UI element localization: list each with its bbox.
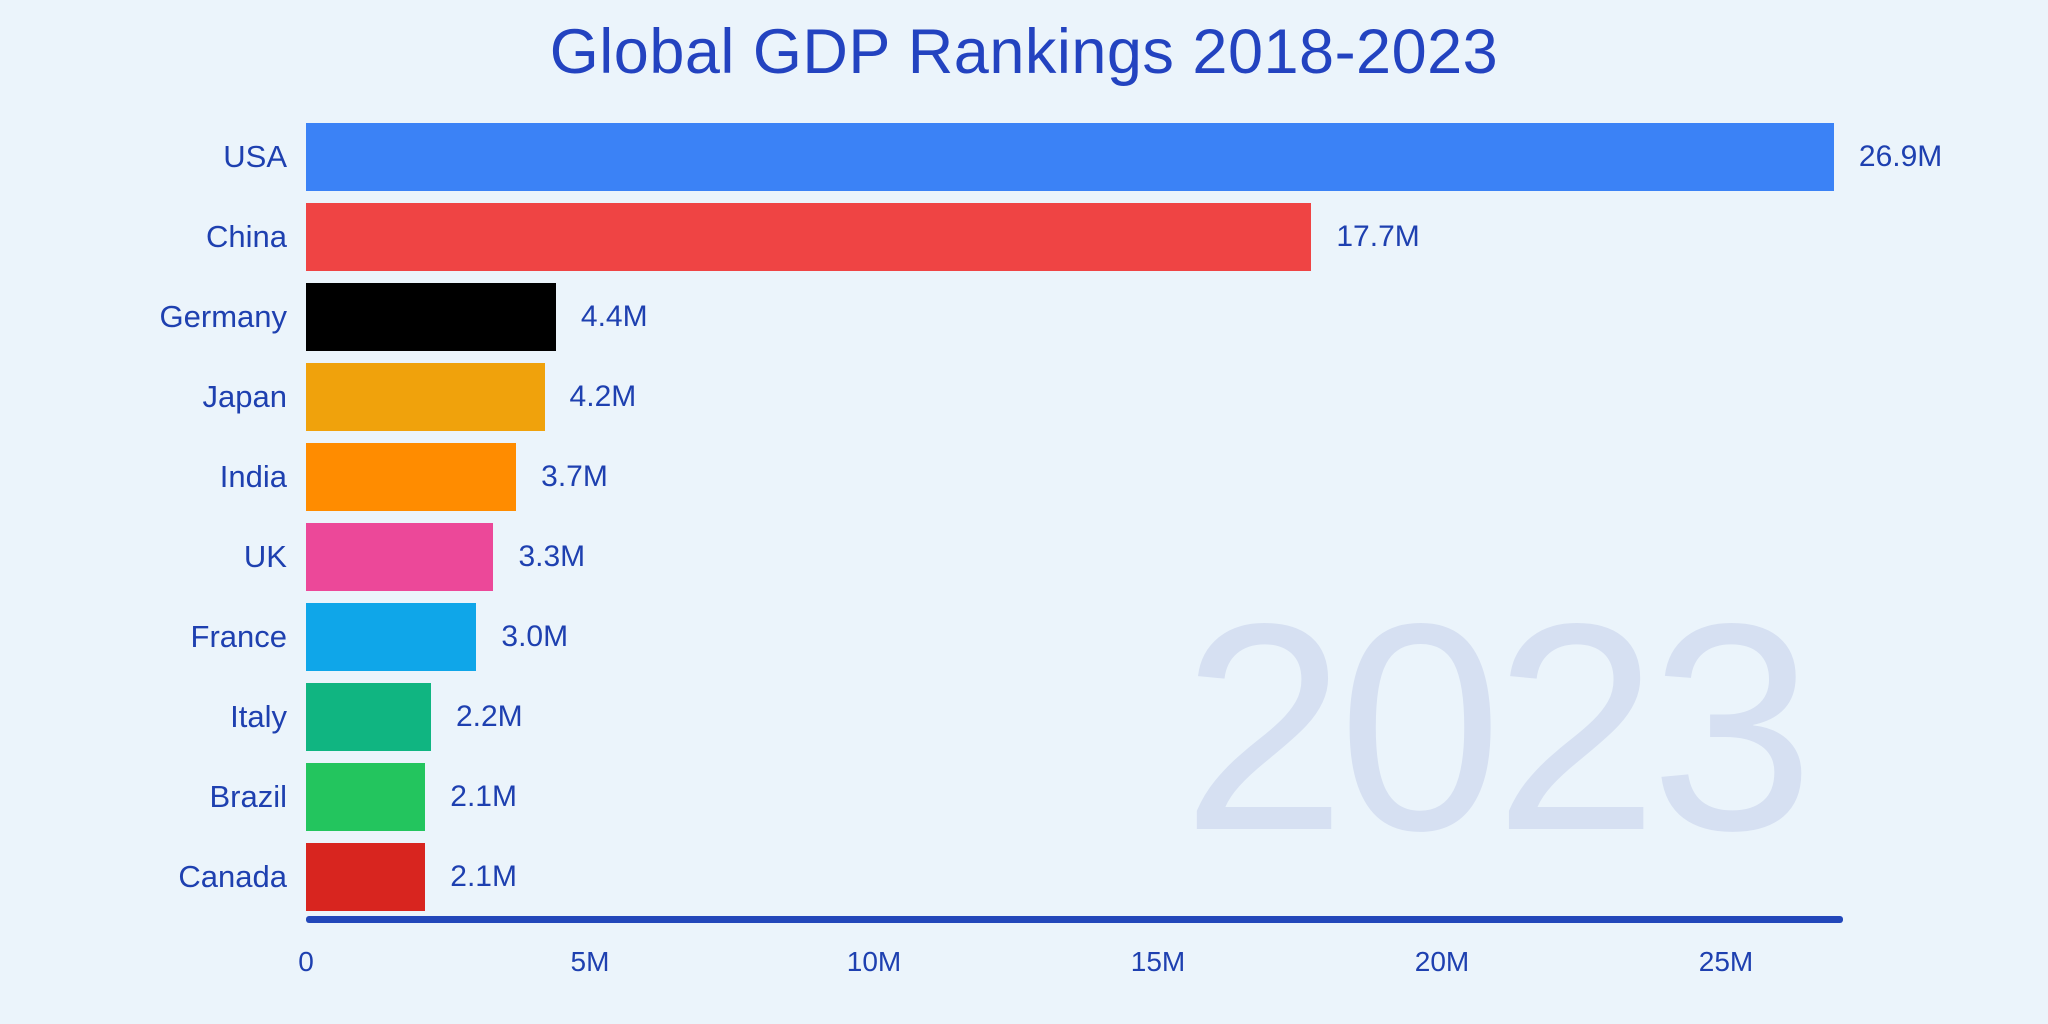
bar-italy — [306, 683, 431, 751]
value-label-germany: 4.4M — [580, 300, 648, 333]
value-label-uk: 3.3M — [518, 540, 586, 573]
x-tick-label-20m: 20M — [1414, 946, 1470, 977]
bar-row: Italy 2.2M — [0, 683, 2048, 751]
value-label-canada: 2.1M — [450, 860, 517, 893]
chart-title: Global GDP Rankings 2018-2023 — [549, 17, 1499, 87]
x-tick-label-25m: 25M — [1698, 946, 1754, 977]
bar-row: Japan 4.2M — [0, 363, 2048, 431]
country-label-italy: Italy — [230, 699, 287, 734]
year-watermark: 2023 — [1182, 562, 1814, 892]
value-label-china: 17.7M — [1336, 220, 1420, 253]
bar-china — [306, 203, 1312, 271]
bar-row: China 17.7M — [0, 203, 2048, 271]
bar-brazil — [306, 763, 426, 831]
bar-india — [306, 443, 517, 511]
bar-usa — [306, 123, 1834, 191]
x-tick-label-10m: 10M — [846, 946, 902, 977]
bar-row: UK 3.3M — [0, 523, 2048, 591]
bar-row: USA 26.9M — [0, 123, 2048, 191]
bar-row: India 3.7M — [0, 443, 2048, 511]
bar-france — [306, 603, 477, 671]
country-label-canada: Canada — [178, 859, 287, 894]
value-label-france: 3.0M — [501, 620, 569, 653]
bar-row: Brazil 2.1M — [0, 763, 2048, 831]
value-label-india: 3.7M — [541, 460, 608, 493]
value-label-japan: 4.2M — [569, 380, 637, 413]
country-label-uk: UK — [243, 539, 287, 574]
bar-japan — [306, 363, 545, 431]
x-tick-label-15m: 15M — [1130, 946, 1186, 977]
value-label-brazil: 2.1M — [450, 780, 517, 813]
bar-canada — [306, 843, 426, 911]
country-label-france: France — [190, 619, 287, 654]
country-label-china: China — [206, 219, 287, 254]
country-label-india: India — [219, 459, 287, 494]
bar-germany — [306, 283, 556, 351]
bar-row: Germany 4.4M — [0, 283, 2048, 351]
country-label-japan: Japan — [202, 379, 287, 414]
bar-row: France 3.0M — [0, 603, 2048, 671]
value-label-usa: 26.9M — [1858, 140, 1943, 173]
bar-row: Canada 2.1M — [0, 843, 2048, 911]
country-label-usa: USA — [223, 139, 287, 174]
x-tick-label-5m: 5M — [570, 946, 610, 977]
value-label-italy: 2.2M — [455, 700, 523, 733]
country-label-germany: Germany — [159, 299, 287, 334]
x-axis-line — [306, 916, 1843, 923]
x-tick-label-0: 0 — [298, 946, 314, 977]
country-label-brazil: Brazil — [209, 779, 287, 814]
bar-uk — [306, 523, 494, 591]
